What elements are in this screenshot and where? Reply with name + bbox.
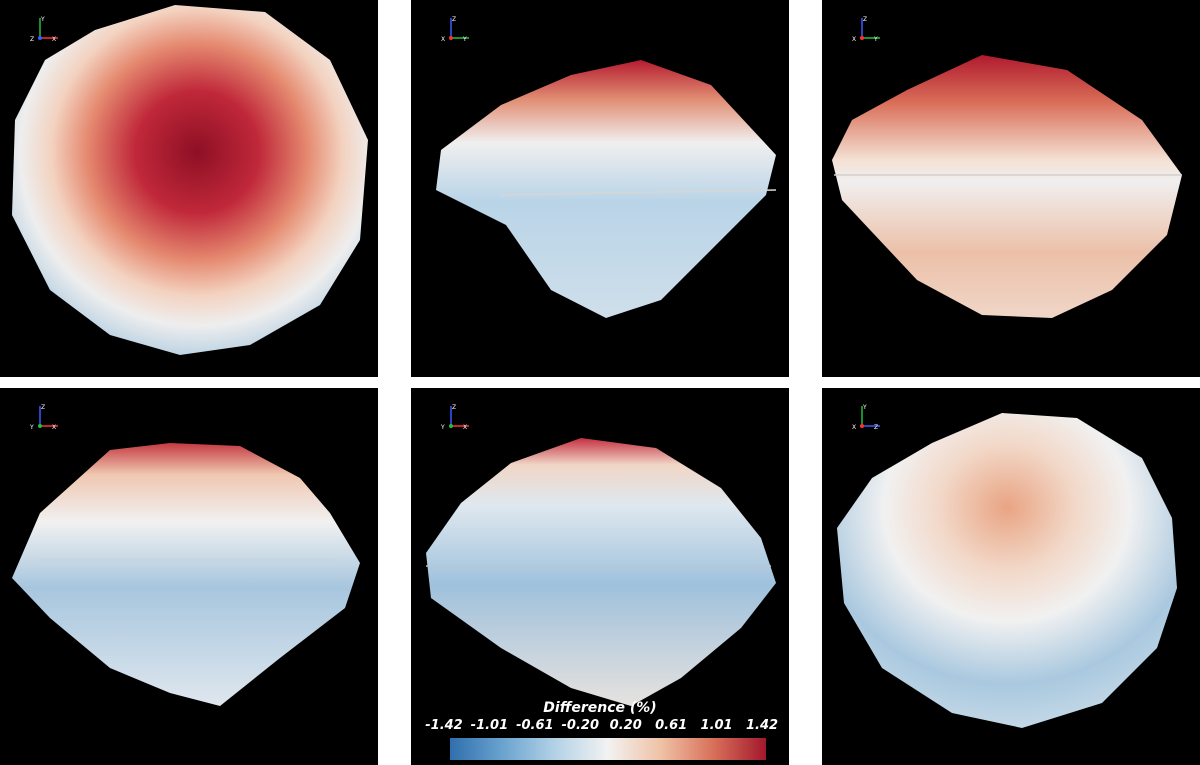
axis-right-label: Y <box>873 36 878 43</box>
colorbar-title: Difference (%) <box>543 700 657 716</box>
axis-up-label: Z <box>41 404 45 411</box>
colorbar-ticks: -1.42 -1.01 -0.61 -0.20 0.20 0.61 1.01 1.42 <box>424 718 779 736</box>
asteroid-render-3 <box>832 55 1182 318</box>
asteroid-render-5 <box>426 438 776 706</box>
colorbar-tick-3: -0.61 <box>516 718 554 733</box>
axis-origin <box>449 424 453 428</box>
axis-left-label: Y <box>440 424 445 431</box>
axis-left-label: X <box>852 424 856 431</box>
view-panel-1: Y Z X <box>0 0 378 377</box>
colorbar: Difference (%) -1.42 -1.01 -0.61 -0.20 0.20 0… <box>424 698 779 764</box>
axis-left-label: X <box>441 36 445 43</box>
asteroid-render-4 <box>12 443 360 706</box>
colorbar-tick-4: -0.20 <box>561 718 600 733</box>
view-panel-4: Z Y X <box>0 388 378 765</box>
axis-right-label: X <box>52 36 56 43</box>
asteroid-render-6 <box>837 413 1177 728</box>
axis-right-label: X <box>52 424 56 431</box>
colorbar-tick-1: -1.42 <box>425 718 463 733</box>
axis-up-label: Z <box>452 404 456 411</box>
view-panel-6: Y X Z <box>822 388 1200 765</box>
axis-triad-2: Z X Y <box>441 16 469 43</box>
view-panel-2: Z X Y <box>411 0 789 377</box>
colorbar-tick-5: 0.20 <box>609 718 642 733</box>
colorbar-tick-6: 0.61 <box>655 718 688 733</box>
axis-up-label: Y <box>862 404 867 411</box>
axis-triad-1: Y Z X <box>30 16 58 43</box>
axis-right-label: X <box>463 424 467 431</box>
axis-right-label: Z <box>874 424 878 431</box>
axis-triad-3: Z X Y <box>852 16 880 43</box>
colorbar-tick-2: -1.01 <box>470 718 509 733</box>
axis-triad-6: Y X Z <box>852 404 880 431</box>
axis-up-label: Y <box>40 16 45 23</box>
colorbar-gradient <box>450 738 766 760</box>
axis-up-label: Z <box>452 16 456 23</box>
axis-origin <box>860 424 864 428</box>
asteroid-render-2 <box>436 60 777 318</box>
axis-left-label: X <box>852 36 856 43</box>
view-panel-3: Z X Y <box>822 0 1200 377</box>
axis-origin <box>38 424 42 428</box>
asteroid-render-1 <box>12 5 368 355</box>
axis-left-label: Z <box>30 36 34 43</box>
axis-right-label: Y <box>462 36 467 43</box>
axis-origin <box>860 36 864 40</box>
colorbar-tick-7: 1.01 <box>700 718 733 733</box>
axis-up-label: Z <box>863 16 867 23</box>
axis-triad-5: Z Y X <box>440 404 469 431</box>
axis-origin <box>449 36 453 40</box>
axis-triad-4: Z Y X <box>29 404 58 431</box>
colorbar-tick-8: 1.42 <box>745 718 779 733</box>
axis-left-label: Y <box>29 424 34 431</box>
view-panel-5: Z Y X <box>411 388 789 765</box>
axis-origin <box>38 36 42 40</box>
